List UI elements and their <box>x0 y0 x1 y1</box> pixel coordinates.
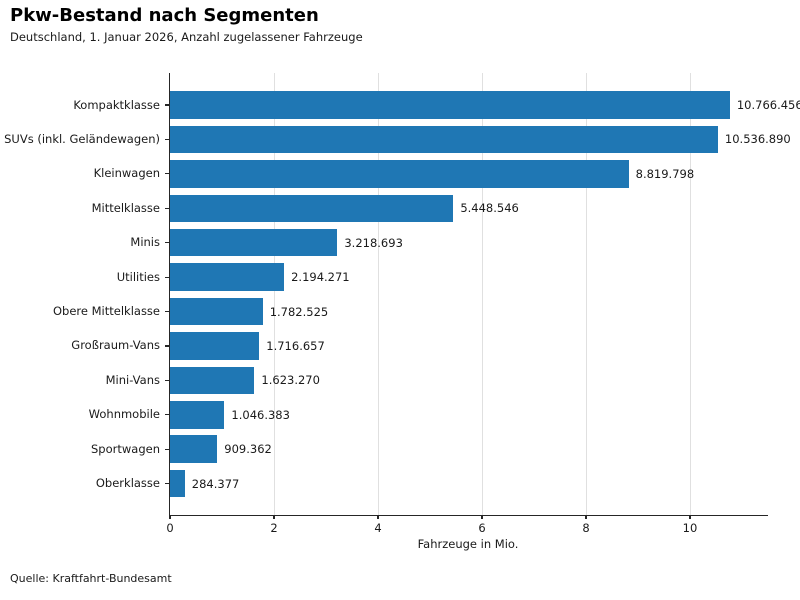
x-tick-mark-10 <box>689 515 691 519</box>
value-label-1: 10.766.456 <box>736 98 800 112</box>
y-tick-mark-2 <box>164 138 169 140</box>
y-tick-mark-9 <box>164 379 169 381</box>
x-tick-mark-4 <box>377 515 379 519</box>
value-label-8: 1.716.657 <box>266 338 325 353</box>
x-tick-mark-0 <box>169 515 171 519</box>
y-tick-mark-6 <box>164 276 169 278</box>
gridline-x-8 <box>585 73 587 515</box>
y-tick-mark-3 <box>164 173 169 175</box>
y-tick-label-4: Mittelklasse <box>91 200 160 215</box>
x-tick-label-4: 4 <box>374 521 382 535</box>
gridline-x-6 <box>481 73 483 515</box>
bar-5 <box>170 228 338 257</box>
y-tick-label-5: Minis <box>130 235 160 250</box>
bar-6 <box>170 263 285 291</box>
y-tick-mark-7 <box>164 310 169 313</box>
bar-1 <box>170 91 730 119</box>
y-tick-mark-11 <box>164 448 169 450</box>
x-tick-label-8: 8 <box>582 521 590 535</box>
x-axis-title: Fahrzeuge in Mio. <box>417 537 519 551</box>
value-label-9: 1.623.270 <box>261 373 320 388</box>
bar-2 <box>170 125 718 154</box>
y-tick-label-10: Wohnmobile <box>88 407 160 422</box>
bar-3 <box>170 160 629 188</box>
gridline-x-4 <box>377 73 379 515</box>
y-tick-mark-10 <box>164 414 169 416</box>
y-tick-mark-1 <box>164 104 169 106</box>
source-note: Quelle: Kraftfahrt-Bundesamt <box>10 572 172 585</box>
y-tick-label-11: Sportwagen <box>91 441 160 456</box>
y-tick-label-1: Kompaktklasse <box>73 97 160 112</box>
value-label-10: 1.046.383 <box>231 407 290 422</box>
y-tick-label-8: Großraum-Vans <box>71 338 160 353</box>
y-tick-label-6: Utilities <box>116 269 160 284</box>
y-tick-mark-8 <box>164 345 169 347</box>
bar-11 <box>170 435 218 463</box>
value-label-2: 10.536.890 <box>724 132 791 147</box>
bar-8 <box>170 332 260 360</box>
y-tick-mark-12 <box>164 483 169 485</box>
value-label-11: 909.362 <box>224 442 272 457</box>
bar-9 <box>170 366 255 395</box>
x-tick-label-2: 2 <box>270 521 278 535</box>
x-tick-mark-6 <box>481 515 483 519</box>
y-tick-label-12: Oberklasse <box>95 476 160 491</box>
plot-area: 10.766.456 10.536.890 8.819.798 5.448.546 3.… <box>4 73 800 535</box>
gridline-x-10 <box>689 73 691 515</box>
x-tick-label-10: 10 <box>682 521 698 535</box>
value-label-6: 2.194.271 <box>291 270 350 285</box>
bar-4 <box>170 194 454 222</box>
x-tick-label-0: 0 <box>166 521 174 535</box>
y-tick-label-2: SUVs (inkl. Geländewagen) <box>4 131 160 146</box>
bar-12 <box>170 469 185 498</box>
y-tick-mark-5 <box>164 242 169 244</box>
gridline-x-2 <box>273 73 275 515</box>
y-tick-mark-4 <box>164 207 169 209</box>
value-label-12: 284.377 <box>191 476 240 491</box>
bar-10 <box>170 401 225 429</box>
x-tick-mark-8 <box>585 515 587 519</box>
x-tick-label-6: 6 <box>478 521 486 535</box>
x-tick-mark-2 <box>273 515 275 519</box>
y-tick-label-9: Mini-Vans <box>105 372 160 387</box>
value-label-4: 5.448.546 <box>460 201 519 216</box>
value-label-7: 1.782.525 <box>269 304 329 319</box>
y-tick-label-3: Kleinwagen <box>93 166 160 181</box>
chart-subtitle: Deutschland, 1. Januar 2026, Anzahl zuge… <box>10 30 363 44</box>
chart-title: Pkw-Bestand nach Segmenten <box>10 5 319 26</box>
value-label-3: 8.819.798 <box>635 166 695 181</box>
y-tick-label-7: Obere Mittelklasse <box>53 304 160 319</box>
bar-7 <box>170 297 263 326</box>
value-label-5: 3.218.693 <box>344 235 403 250</box>
